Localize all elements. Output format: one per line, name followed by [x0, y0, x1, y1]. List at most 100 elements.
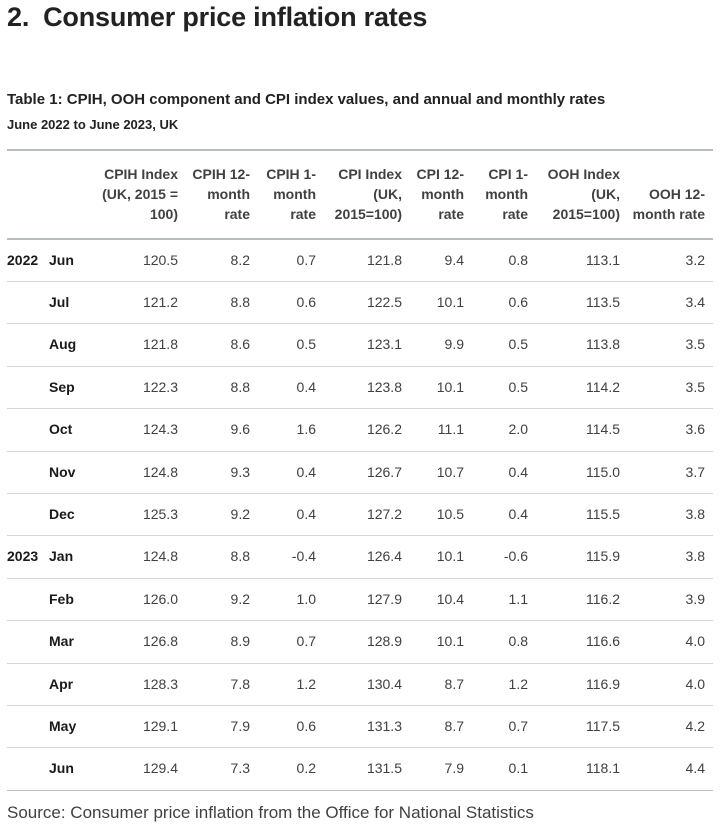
value-cell: 121.8 [94, 323, 186, 367]
value-cell: 1.2 [472, 663, 536, 706]
month-cell: Mar [49, 620, 94, 664]
col-header-ooh-12m: OOH 12-month rate [628, 149, 713, 240]
value-cell: 118.1 [536, 747, 628, 791]
table-row: Feb 126.0 9.2 1.0 127.9 10.4 1.1 116.2 3.9 [7, 578, 713, 622]
value-cell: 1.6 [258, 408, 324, 452]
value-cell: 10.4 [410, 578, 472, 622]
inflation-data-table: CPIH Index (UK, 2015 = 100) CPIH 12-mont… [7, 148, 713, 791]
table-body: 2022 Jun 120.5 8.2 0.7 121.8 9.4 0.8 113.1 3.2 Jul… [7, 238, 713, 791]
value-cell: 124.3 [94, 408, 186, 452]
value-cell: 126.2 [324, 408, 410, 452]
value-cell: 126.4 [324, 535, 410, 579]
year-cell: 2023 [7, 535, 49, 579]
value-cell: 8.8 [186, 535, 258, 579]
value-cell: 125.3 [94, 493, 186, 537]
col-header-cpih-1m: CPIH 1-month rate [258, 149, 324, 240]
value-cell: 8.8 [186, 281, 258, 325]
month-cell: Jun [49, 238, 94, 283]
month-cell: Jan [49, 535, 94, 579]
col-header-cpih-index: CPIH Index (UK, 2015 = 100) [94, 149, 186, 240]
value-cell: 9.2 [186, 493, 258, 537]
value-cell: 116.6 [536, 620, 628, 664]
value-cell: 0.5 [472, 323, 536, 367]
value-cell: 122.3 [94, 366, 186, 410]
value-cell: 9.9 [410, 323, 472, 367]
table-header: CPIH Index (UK, 2015 = 100) CPIH 12-mont… [7, 149, 713, 240]
value-cell: 0.8 [472, 238, 536, 283]
table-row: Dec 125.3 9.2 0.4 127.2 10.5 0.4 115.5 3.8 [7, 493, 713, 537]
table-row: 2022 Jun 120.5 8.2 0.7 121.8 9.4 0.8 113.1 3.2 [7, 238, 713, 283]
value-cell: 7.9 [186, 705, 258, 749]
page-title: 2. Consumer price inflation rates [7, 0, 713, 33]
value-cell: 9.3 [186, 451, 258, 495]
value-cell: 3.2 [628, 238, 713, 283]
value-cell: 114.2 [536, 366, 628, 410]
value-cell: 0.6 [472, 281, 536, 325]
value-cell: 123.8 [324, 366, 410, 410]
value-cell: 3.4 [628, 281, 713, 325]
col-header-cpi-1m: CPI 1-month rate [472, 149, 536, 240]
value-cell: 126.7 [324, 451, 410, 495]
year-cell [7, 323, 49, 367]
month-cell: May [49, 705, 94, 749]
value-cell: 8.8 [186, 366, 258, 410]
value-cell: 131.3 [324, 705, 410, 749]
value-cell: 8.7 [410, 663, 472, 706]
value-cell: 121.8 [324, 238, 410, 283]
value-cell: 7.3 [186, 747, 258, 791]
value-cell: 124.8 [94, 535, 186, 579]
table-subtitle: June 2022 to June 2023, UK [7, 116, 179, 132]
value-cell: 0.4 [472, 451, 536, 495]
year-cell [7, 747, 49, 791]
table-row: Aug 121.8 8.6 0.5 123.1 9.9 0.5 113.8 3.5 [7, 323, 713, 367]
value-cell: 129.4 [94, 747, 186, 791]
value-cell: 121.2 [94, 281, 186, 325]
value-cell: 127.2 [324, 493, 410, 537]
month-column-header [49, 149, 94, 240]
month-cell: Feb [49, 578, 94, 622]
value-cell: 113.8 [536, 323, 628, 367]
table-row: Mar 126.8 8.9 0.7 128.9 10.1 0.8 116.6 4.0 [7, 620, 713, 664]
value-cell: 8.6 [186, 323, 258, 367]
value-cell: 113.1 [536, 238, 628, 283]
value-cell: 4.2 [628, 705, 713, 749]
value-cell: 8.7 [410, 705, 472, 749]
value-cell: 115.9 [536, 535, 628, 579]
value-cell: 2.0 [472, 408, 536, 452]
month-cell: Jul [49, 281, 94, 325]
value-cell: 0.6 [258, 281, 324, 325]
value-cell: 4.4 [628, 747, 713, 791]
section-title-text: Consumer price inflation rates [43, 2, 428, 32]
month-cell: Nov [49, 451, 94, 495]
year-cell [7, 493, 49, 537]
year-cell [7, 281, 49, 325]
value-cell: 126.8 [94, 620, 186, 664]
table-row: Sep 122.3 8.8 0.4 123.8 10.1 0.5 114.2 3.5 [7, 366, 713, 410]
value-cell: 116.9 [536, 663, 628, 706]
year-cell: 2022 [7, 238, 49, 283]
value-cell: 8.2 [186, 238, 258, 283]
value-cell: 0.8 [472, 620, 536, 664]
value-cell: 0.5 [258, 323, 324, 367]
value-cell: 3.6 [628, 408, 713, 452]
value-cell: 3.8 [628, 493, 713, 537]
year-cell [7, 663, 49, 706]
month-cell: Oct [49, 408, 94, 452]
year-cell [7, 451, 49, 495]
value-cell: 10.1 [410, 535, 472, 579]
table-row: Apr 128.3 7.8 1.2 130.4 8.7 1.2 116.9 4.0 [7, 663, 713, 706]
value-cell: 129.1 [94, 705, 186, 749]
table-row: Jun 129.4 7.3 0.2 131.5 7.9 0.1 118.1 4.4 [7, 747, 713, 791]
month-cell: Dec [49, 493, 94, 537]
col-header-cpi-index: CPI Index (UK, 2015=100) [324, 149, 410, 240]
year-cell [7, 578, 49, 622]
value-cell: 0.7 [472, 705, 536, 749]
value-cell: 114.5 [536, 408, 628, 452]
value-cell: 3.7 [628, 451, 713, 495]
value-cell: 10.5 [410, 493, 472, 537]
value-cell: 0.2 [258, 747, 324, 791]
value-cell: 3.5 [628, 323, 713, 367]
value-cell: 115.5 [536, 493, 628, 537]
value-cell: -0.4 [258, 535, 324, 579]
value-cell: 1.0 [258, 578, 324, 622]
